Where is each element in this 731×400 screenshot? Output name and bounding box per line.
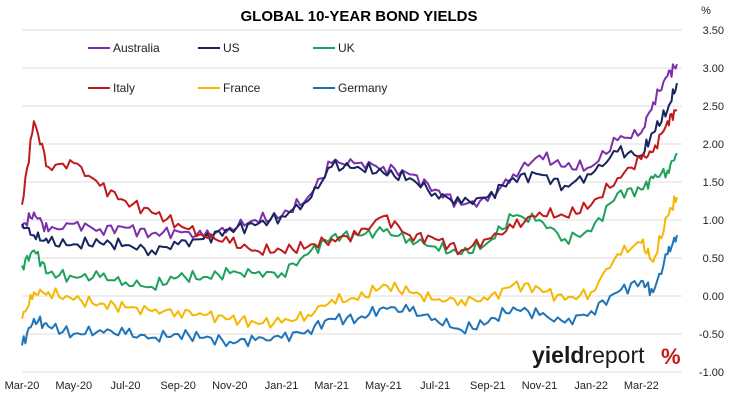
- x-tick-label: Sep-21: [470, 380, 505, 392]
- y-axis: 3.50 3.00 2.50 2.00 1.50 1.00 0.50 0.00 -0.50 -1.…: [699, 25, 724, 379]
- x-axis: Mar-20 May-20 Jul-20 Sep-20 Nov-20 Jan-21 Mar-…: [5, 380, 659, 392]
- y-tick-label: 3.00: [703, 63, 724, 75]
- logo-text-bold: yield: [532, 342, 584, 368]
- x-tick-label: Mar-22: [624, 380, 659, 392]
- x-tick-label: May-21: [365, 380, 402, 392]
- series-lines: [21, 63, 678, 348]
- gridlines: [22, 29, 682, 373]
- x-tick-label: Jul-20: [111, 380, 141, 392]
- y-tick-label: 2.00: [703, 139, 724, 151]
- logo-percent-symbol: %: [661, 344, 681, 369]
- y-tick-label: 0.00: [703, 291, 724, 303]
- series-line-france: [21, 195, 678, 329]
- x-tick-label: Jul-21: [420, 380, 450, 392]
- legend-label-italy: Italy: [113, 81, 135, 95]
- yieldreport-logo: yieldreport %: [532, 342, 681, 369]
- x-tick-label: May-20: [55, 380, 92, 392]
- y-unit-label: %: [701, 5, 711, 17]
- series-line-italy: [21, 108, 678, 256]
- x-tick-label: Mar-20: [5, 380, 40, 392]
- y-tick-label: 1.00: [703, 215, 724, 227]
- x-tick-label: Jan-22: [574, 380, 608, 392]
- x-tick-label: Sep-20: [160, 380, 195, 392]
- y-tick-label: 1.50: [703, 177, 724, 189]
- legend-label-germany: Germany: [338, 81, 387, 95]
- series-line-us: [21, 83, 678, 257]
- x-tick-label: Nov-21: [522, 380, 557, 392]
- series-line-australia: [21, 63, 678, 240]
- legend: Australia US UK Italy France Germany: [88, 41, 387, 95]
- series-line-uk: [21, 152, 678, 291]
- y-tick-label: -0.50: [699, 329, 724, 341]
- legend-label-australia: Australia: [113, 41, 160, 55]
- y-tick-label: 2.50: [703, 101, 724, 113]
- x-tick-label: Mar-21: [314, 380, 349, 392]
- x-tick-label: Nov-20: [212, 380, 247, 392]
- legend-label-us: US: [223, 41, 240, 55]
- x-tick-label: Jan-21: [265, 380, 299, 392]
- y-tick-label: -1.00: [699, 367, 724, 379]
- legend-label-uk: UK: [338, 41, 355, 55]
- y-tick-label: 0.50: [703, 253, 724, 265]
- series-line-germany: [21, 235, 678, 348]
- y-tick-label: 3.50: [703, 25, 724, 37]
- svg-text:yieldreport: yieldreport: [532, 342, 645, 368]
- chart-title: GLOBAL 10-YEAR BOND YIELDS: [241, 8, 478, 25]
- legend-label-france: France: [223, 81, 261, 95]
- logo-text-light: report: [584, 342, 645, 368]
